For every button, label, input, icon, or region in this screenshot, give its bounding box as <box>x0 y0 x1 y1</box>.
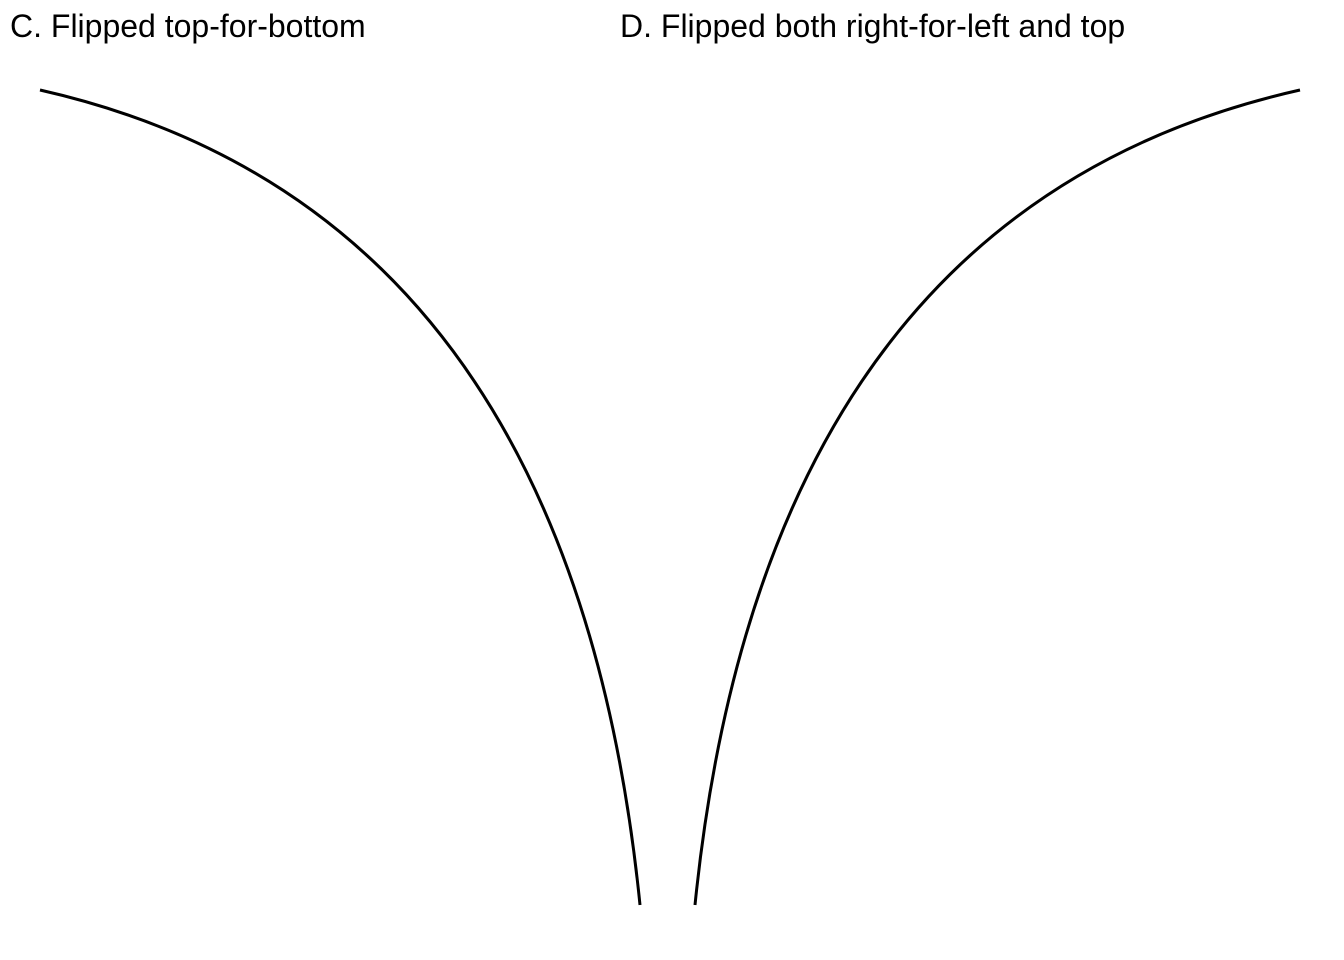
diagram-canvas: C. Flipped top-for-bottom D. Flipped bot… <box>0 0 1344 960</box>
curve-plot <box>0 0 1344 960</box>
curve-right <box>695 90 1300 905</box>
curve-left <box>40 90 640 905</box>
